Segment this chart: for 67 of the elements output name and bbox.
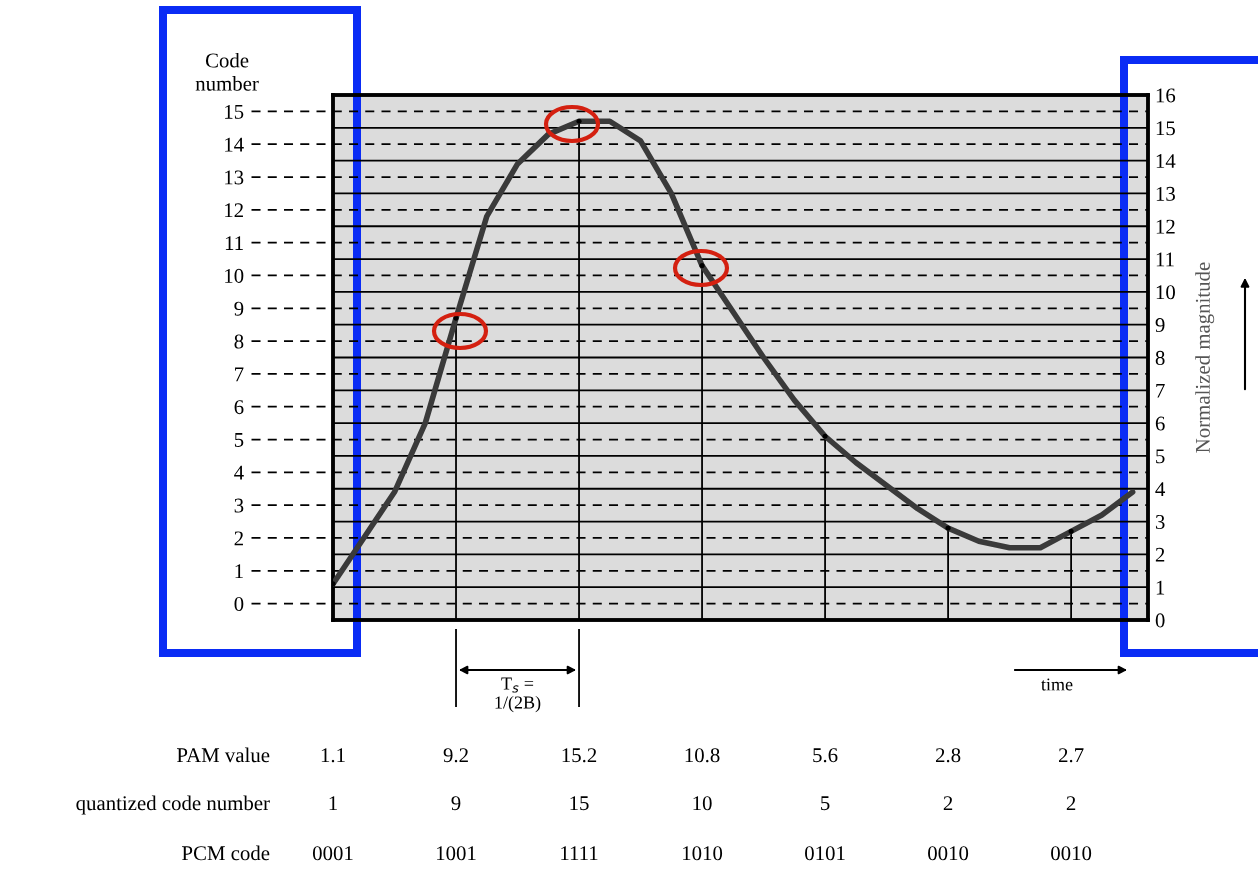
point xyxy=(576,118,582,124)
y2-tick-label: 1 xyxy=(1156,580,1165,595)
y2-tick-label: 13 xyxy=(1156,186,1175,201)
text: 10 xyxy=(693,796,712,811)
text: time xyxy=(1041,678,1073,691)
text: 1 xyxy=(329,796,337,811)
text: PCM code xyxy=(182,845,270,861)
text: 0010 xyxy=(1051,846,1092,861)
text: 1001 xyxy=(437,846,476,861)
text: 2 xyxy=(1066,796,1076,811)
text: 1010 xyxy=(683,846,723,861)
text: quantized code number xyxy=(76,795,270,815)
data-label: 2.8 xyxy=(935,748,961,763)
y-tick-label: 13 xyxy=(225,170,244,185)
y2-tick-label: 7 xyxy=(1156,383,1165,398)
y-tick-label: 12 xyxy=(225,203,243,218)
text: 5 xyxy=(821,796,830,811)
y2-tick-label: 3 xyxy=(1155,515,1165,529)
y-tick-label: 5 xyxy=(234,433,244,447)
y2-tick-label: 16 xyxy=(1156,88,1176,103)
text: 2 xyxy=(943,796,953,811)
data-label: 2.7 xyxy=(1059,748,1084,763)
y2-tick-label: 6 xyxy=(1155,416,1165,431)
point xyxy=(945,525,951,531)
y-tick-label: 15 xyxy=(225,104,244,119)
y2-axis-title: Normalized magnitude xyxy=(1195,262,1215,453)
point xyxy=(822,433,828,439)
text: 0101 xyxy=(805,846,845,861)
data-label: 5.6 xyxy=(813,748,838,763)
y-tick-label: 9 xyxy=(234,301,244,316)
text: 1111 xyxy=(561,846,598,861)
y2-tick-label: 2 xyxy=(1155,547,1165,562)
y2-tick-label: 8 xyxy=(1155,350,1165,365)
y2-tick-label: 9 xyxy=(1155,318,1165,333)
y-tick-label: 8 xyxy=(234,334,244,349)
y-axis-title: Code number xyxy=(195,52,259,91)
data-label: 1.1 xyxy=(321,748,345,763)
y2-tick-label: 15 xyxy=(1156,121,1175,136)
text: 15 xyxy=(570,796,589,811)
y2-tick-label: 0 xyxy=(1155,613,1165,628)
y-tick-label: 14 xyxy=(225,137,244,152)
text: PAM value xyxy=(177,747,270,763)
data-label: 9.2 xyxy=(443,748,468,763)
y-tick-label: 1 xyxy=(235,564,243,579)
y-tick-label: 0 xyxy=(234,596,244,612)
text: T$_{s}$ = 1/(2B) xyxy=(495,677,541,713)
text: 0010 xyxy=(928,846,969,861)
y2-tick-label: 12 xyxy=(1156,219,1175,234)
text: 9 xyxy=(451,796,461,811)
y-tick-label: 4 xyxy=(234,465,244,480)
y-tick-label: 2 xyxy=(234,531,243,546)
data-label: 15.2 xyxy=(562,748,597,763)
y-tick-label: 10 xyxy=(225,268,244,283)
y2-tick-label: 4 xyxy=(1155,482,1166,496)
point xyxy=(1068,528,1074,534)
y-tick-label: 6 xyxy=(234,400,244,415)
text: 0001 xyxy=(312,846,353,861)
y-tick-label: 3 xyxy=(234,498,244,513)
data-label: 10.8 xyxy=(685,748,720,763)
point xyxy=(699,263,705,269)
y-tick-label: 11 xyxy=(225,236,243,250)
y2-tick-label: 11 xyxy=(1156,252,1174,267)
point xyxy=(453,315,459,321)
y2-tick-label: 10 xyxy=(1156,285,1175,300)
y2-tick-label: 14 xyxy=(1156,154,1176,168)
y-tick-label: 7 xyxy=(235,367,244,382)
y2-tick-label: 5 xyxy=(1156,449,1165,464)
